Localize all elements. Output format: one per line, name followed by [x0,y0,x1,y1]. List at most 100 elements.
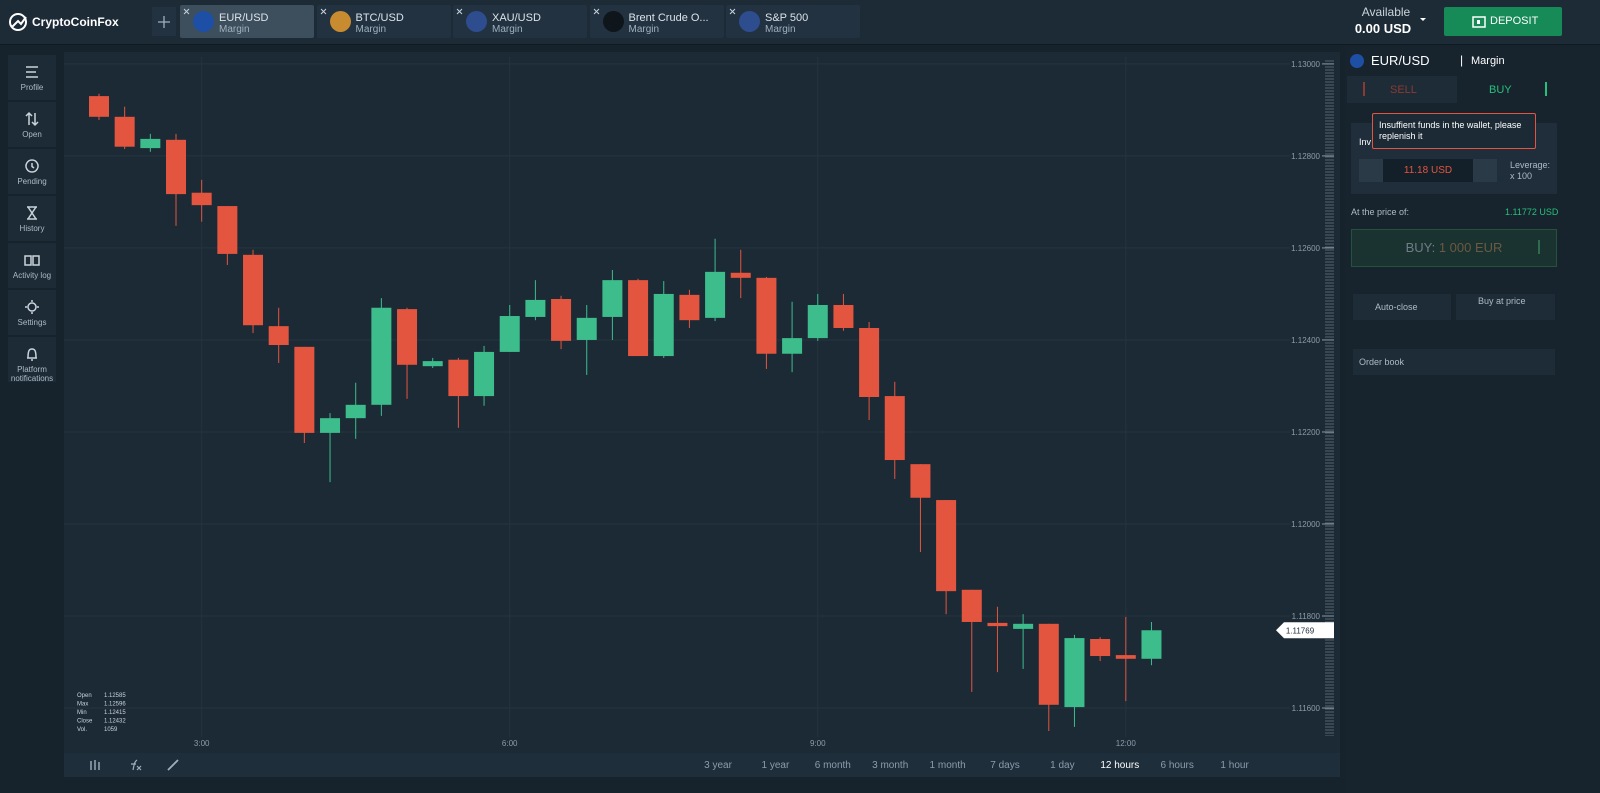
candle-body [807,304,828,339]
auto-close[interactable]: Auto-close [1353,294,1451,320]
candle-body [1013,623,1034,629]
candle-body [499,316,520,352]
sidebar-icon [27,348,37,361]
y-tick-label: 1.11600 [1292,704,1321,713]
y-tick-label: 1.12800 [1291,152,1320,161]
sidebar-label: Open [22,130,42,139]
sell-label: SELL [1390,84,1417,96]
tab-name: BTC/USD [355,12,404,24]
draw-icon[interactable] [166,758,180,772]
x-tick-label: 3:00 [194,739,210,748]
y-tick-label: 1.12400 [1291,336,1320,345]
sell-tab[interactable] [1347,76,1457,103]
sidebar-icon [27,206,37,220]
info-value: 1.12415 [104,710,126,716]
tab-sub: Margin [492,24,523,35]
candle-body [833,304,854,328]
function-icon[interactable] [127,758,143,772]
timeframe[interactable]: 7 days [990,760,1020,771]
sidebar-icon [25,111,39,127]
available-value: 0.00 USD [1354,21,1412,36]
add-tab[interactable] [152,7,176,36]
asset-tab[interactable]: Brent Crude O... Margin [589,5,724,38]
candle-body [1141,630,1162,659]
asset-tab[interactable]: BTC/USD Margin [316,5,451,38]
close-tab[interactable] [593,8,601,16]
leverage-label: Leverage: [1510,160,1551,170]
sell-arrow [1363,82,1365,96]
timeframe[interactable]: 1 year [761,760,790,771]
candle-body [551,299,572,341]
amount-field: 11.18 USD [1383,159,1473,182]
separator: | [1460,53,1464,67]
candle-body [268,326,289,346]
buy-button-amount: 1 000 EUR [1438,240,1503,255]
candle-body [782,338,803,354]
timeframe[interactable]: 12 hours [1100,760,1140,771]
available-label: Available [1361,5,1411,19]
sidebar-item[interactable]: Pending [8,149,56,194]
asset-name: EUR/USD [1371,53,1430,68]
timeframe[interactable]: 3 year [704,760,732,771]
tab-sub: Margin [765,24,796,35]
candle-body [345,404,366,419]
y-tick-label: 1.12600 [1291,244,1320,253]
sidebar-item[interactable]: Profile [8,55,56,100]
timeframe[interactable]: 1 month [929,760,966,771]
close-tab[interactable] [183,8,191,16]
order-book[interactable]: Order book [1353,349,1555,375]
candle-body [628,280,649,357]
mode: Margin [1471,55,1505,67]
deposit-button[interactable]: DEPOSIT [1444,7,1562,36]
info-label: Close [77,719,93,725]
candle-body [397,309,418,365]
candle-body [448,359,469,397]
candle-body [987,622,1008,627]
logo[interactable]: CryptoCoinFox [32,15,119,29]
asset-tab[interactable]: EUR/USD Margin [180,5,314,38]
y-tick-label: 1.12200 [1291,428,1320,437]
sidebar-label: History [19,224,45,233]
close-tab[interactable] [320,8,328,16]
sidebar-icon [25,159,39,173]
candle-body [371,307,392,405]
candle-body [936,500,957,592]
timeframe[interactable]: 3 month [872,760,909,771]
sidebar-item[interactable]: History [8,196,56,241]
candle-body [217,206,238,254]
close-tab[interactable] [456,8,464,16]
deposit-text: DEPOSIT [1490,15,1539,27]
candle-body [114,116,135,147]
asset-tab[interactable]: XAU/USD Margin [453,5,587,38]
candle-body [1090,639,1111,657]
timeframe[interactable]: 6 month [814,760,851,771]
candle-body [884,396,905,461]
price-label: At the price of: [1351,207,1410,217]
candle-body [89,96,109,117]
sidebar-item[interactable]: Platform notifications [8,337,56,383]
sidebar-item[interactable]: Activity log [8,243,56,288]
timeframe[interactable]: 1 day [1050,760,1075,771]
close-tab[interactable] [729,8,737,16]
asset-tab[interactable]: S&P 500 Margin [726,5,860,38]
buy-at-price[interactable]: Buy at price [1456,294,1555,320]
candle-body [294,346,315,433]
leverage-value: x 100 [1510,171,1533,181]
amount: 11.18 [1403,165,1429,176]
candle-body [422,361,443,367]
indicators-icon[interactable] [88,759,102,771]
sidebar-item[interactable]: Settings [8,290,56,335]
plus-button[interactable] [1473,159,1497,182]
sidebar-icon [26,66,38,78]
minus-button[interactable] [1359,159,1383,182]
sidebar-item[interactable]: Open [8,102,56,147]
buy-button[interactable]: BUY: 1 000 EUR [1351,229,1557,267]
timeframe[interactable]: 6 hours [1160,760,1194,771]
candle-body [474,351,495,397]
sidebar-label: Pending [17,177,47,186]
timeframe[interactable]: 1 hour [1220,760,1249,771]
x-tick-label: 6:00 [502,739,518,748]
dropdown-caret[interactable] [1419,17,1427,23]
price-value: 1.11772 USD [1505,207,1559,217]
